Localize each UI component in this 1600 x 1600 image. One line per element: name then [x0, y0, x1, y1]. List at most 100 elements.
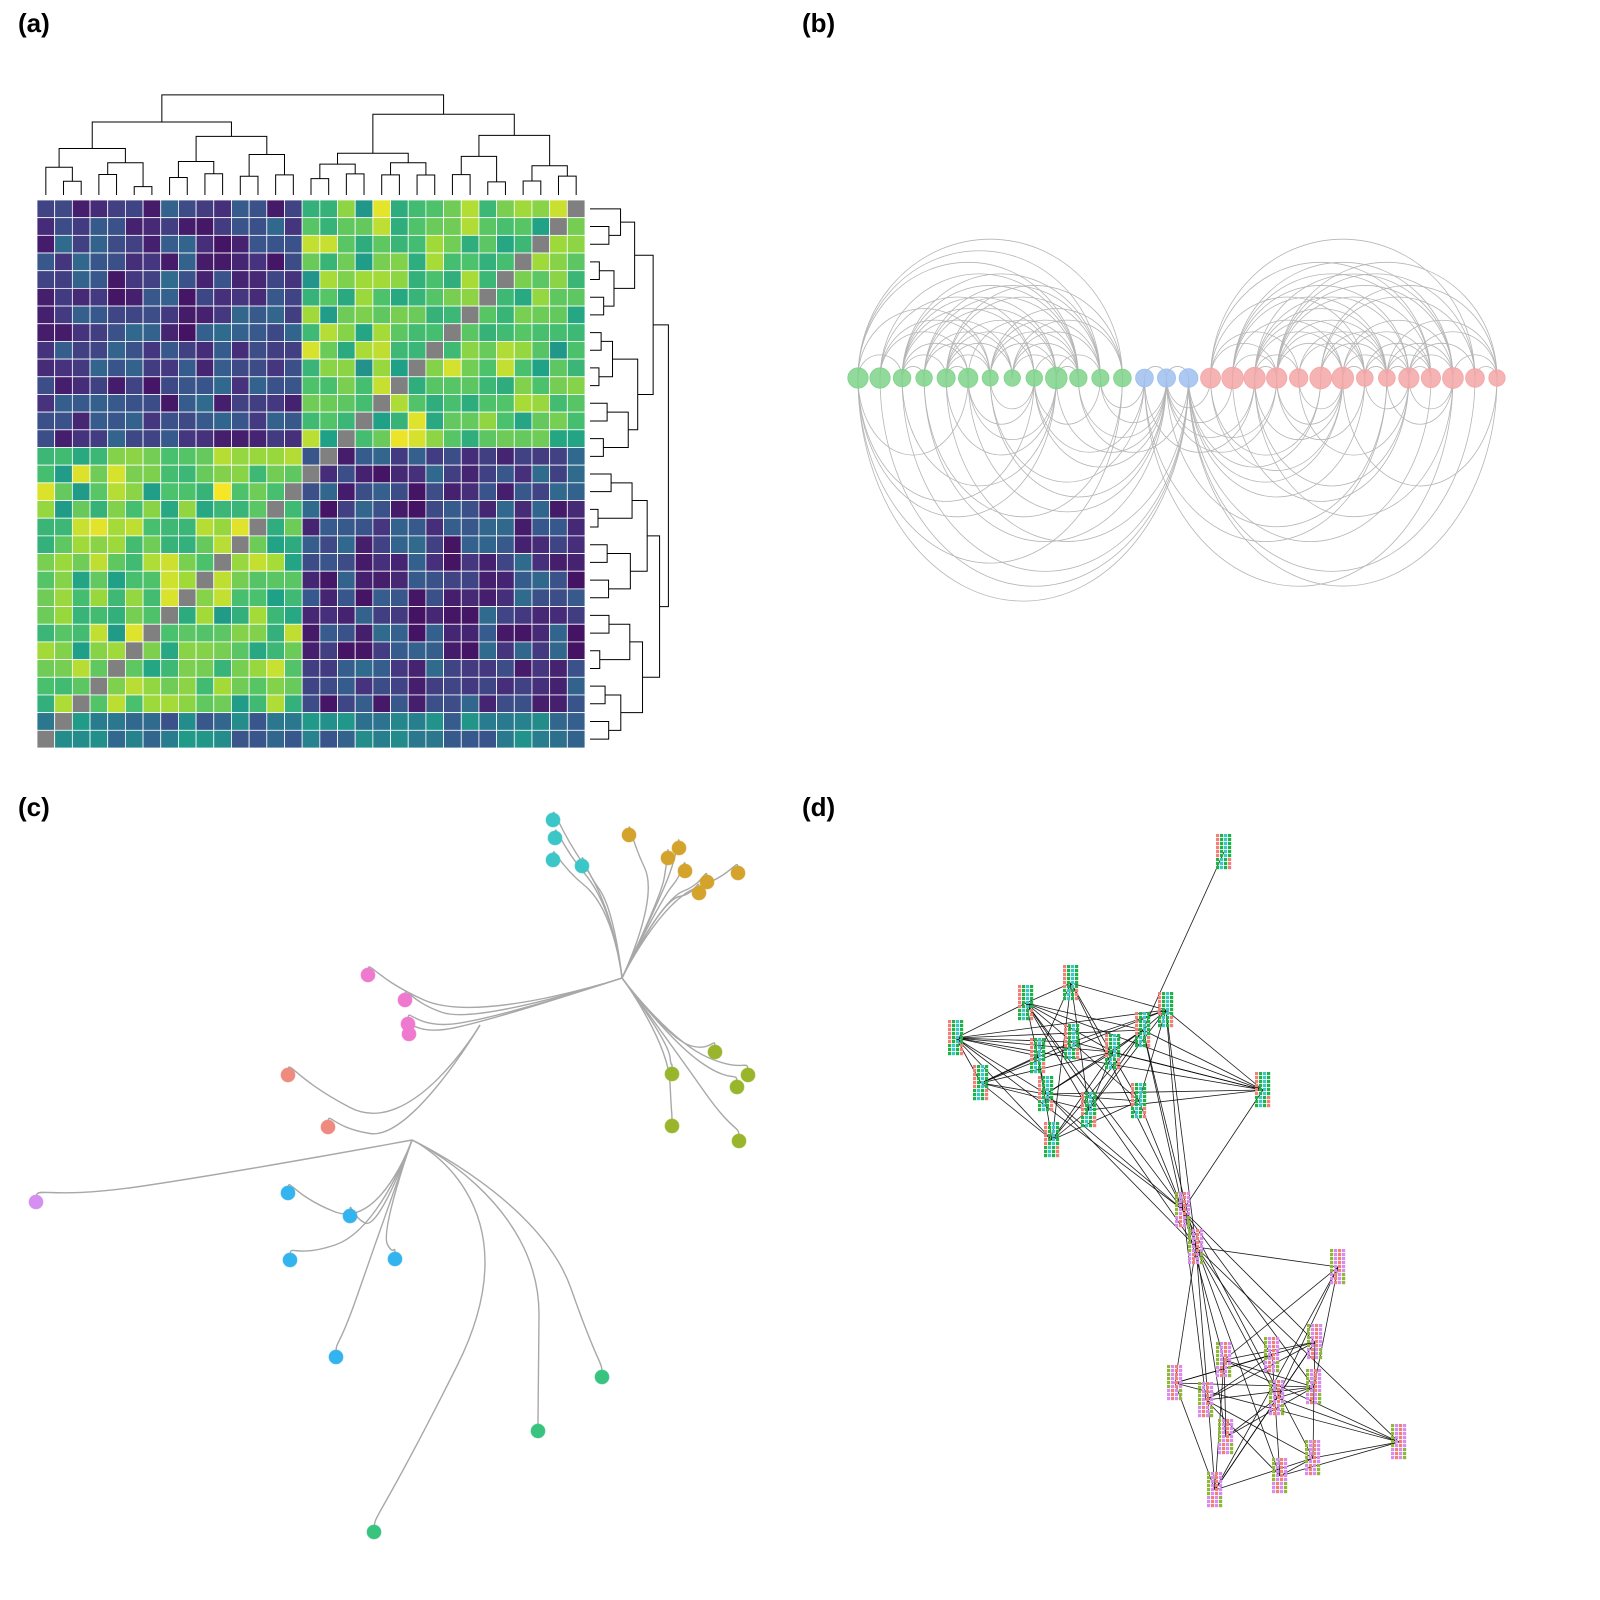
column-dendrogram-branch — [161, 94, 445, 123]
glyph-cell — [1042, 1054, 1046, 1058]
network-node-glyph — [1218, 1419, 1234, 1455]
tree-branch — [621, 977, 740, 1142]
heatmap-cell — [284, 305, 303, 325]
heatmap-cell — [213, 482, 232, 501]
heatmap-cell — [248, 641, 268, 661]
heatmap-cell — [425, 429, 444, 448]
glyph-cell — [1105, 1062, 1109, 1066]
heatmap-cell — [549, 341, 568, 360]
heatmap-cell — [36, 234, 56, 254]
arc-link — [857, 250, 1101, 379]
glyph-cell — [1202, 1410, 1206, 1414]
glyph-cell — [1030, 1046, 1034, 1050]
heatmap-cell — [443, 641, 462, 661]
network-edge — [1182, 1209, 1315, 1388]
glyph-cell — [1030, 1066, 1034, 1070]
heatmap-cell — [248, 676, 268, 696]
heatmap-cell — [213, 323, 232, 342]
glyph-cell — [1046, 1080, 1050, 1084]
heatmap-cell — [266, 323, 285, 342]
heatmap-cell — [301, 234, 321, 254]
glyph-cell — [1264, 1353, 1268, 1357]
glyph-cell — [1018, 1017, 1022, 1021]
glyph-cell — [1319, 1352, 1323, 1356]
glyph-cell — [1067, 973, 1071, 977]
network-node-glyph — [1030, 1038, 1046, 1074]
tree-leaf-node — [320, 1119, 336, 1135]
heatmap-cell — [71, 517, 91, 537]
glyph-cell — [1281, 1404, 1285, 1408]
glyph-cell — [1175, 1220, 1179, 1224]
glyph-cell — [1226, 1427, 1230, 1431]
network-edge — [1045, 1093, 1184, 1211]
glyph-cell — [1268, 1361, 1272, 1365]
glyph-cell — [1030, 985, 1034, 989]
heatmap-cell — [337, 447, 356, 466]
heatmap-cell — [372, 535, 391, 554]
arc-link — [1166, 377, 1211, 409]
network-node-glyph — [1018, 985, 1034, 1021]
glyph-cell — [1269, 1412, 1273, 1416]
heatmap-cell — [213, 287, 232, 307]
network-edge — [1088, 1029, 1144, 1111]
glyph-cell — [977, 1073, 981, 1077]
glyph-cell — [1071, 973, 1075, 977]
glyph-cell — [1068, 1024, 1072, 1028]
network-node-glyph — [1167, 1365, 1183, 1401]
glyph-cell — [1202, 1402, 1206, 1406]
glyph-cell — [1224, 866, 1228, 870]
glyph-cell — [1338, 1277, 1342, 1281]
arc-link — [1276, 296, 1432, 379]
glyph-cell — [1162, 1024, 1166, 1028]
heatmap-cell — [319, 341, 338, 360]
glyph-cell — [1314, 1369, 1318, 1373]
network-edge — [1071, 1009, 1167, 1043]
glyph-cell — [1105, 1046, 1109, 1050]
heatmap-cell — [178, 641, 197, 661]
glyph-cell — [1264, 1357, 1268, 1361]
network-edge — [1214, 1266, 1339, 1491]
heatmap-cell — [478, 252, 498, 272]
glyph-cell — [1277, 1380, 1281, 1384]
heatmap-cell — [36, 535, 56, 554]
heatmap-cell — [178, 606, 197, 625]
heatmap-cell — [213, 623, 232, 643]
glyph-cell — [1081, 1112, 1085, 1116]
glyph-cell — [952, 1040, 956, 1044]
glyph-cell — [1131, 1087, 1135, 1091]
heatmap-cell — [372, 482, 391, 501]
column-dendrogram-branch — [204, 173, 224, 195]
glyph-cell — [1224, 1374, 1228, 1378]
heatmap-cell — [443, 358, 462, 378]
glyph-cell — [1048, 1130, 1052, 1134]
glyph-cell — [1338, 1249, 1342, 1253]
heatmap-cell — [513, 623, 533, 643]
heatmap-cell — [142, 694, 162, 714]
column-dendrogram-branch — [319, 163, 356, 179]
glyph-cell — [1175, 1196, 1179, 1200]
heatmap-cell — [372, 570, 391, 590]
heatmap-cell — [248, 234, 268, 254]
glyph-cell — [1263, 1092, 1267, 1096]
heatmap-cell — [54, 270, 73, 289]
glyph-cell — [1280, 1462, 1284, 1466]
glyph-cell — [1085, 1124, 1089, 1128]
glyph-cell — [1143, 1044, 1147, 1048]
glyph-cell — [1042, 1046, 1046, 1050]
heatmap-cell — [460, 641, 480, 661]
glyph-cell — [1219, 1500, 1223, 1504]
heatmap-cell — [496, 287, 515, 307]
glyph-cell — [1147, 1028, 1151, 1032]
glyph-cell — [1048, 1138, 1052, 1142]
glyph-cell — [1276, 1341, 1280, 1345]
glyph-cell — [1218, 1419, 1222, 1423]
glyph-cell — [1318, 1373, 1322, 1377]
glyph-cell — [1207, 1484, 1211, 1488]
glyph-cell — [1026, 993, 1030, 997]
heatmap-cell — [301, 482, 321, 501]
heatmap-cell — [478, 570, 498, 590]
heatmap-cell — [549, 252, 568, 272]
glyph-cell — [1334, 1261, 1338, 1265]
glyph-cell — [1067, 981, 1071, 985]
heatmap-cell — [407, 464, 427, 484]
